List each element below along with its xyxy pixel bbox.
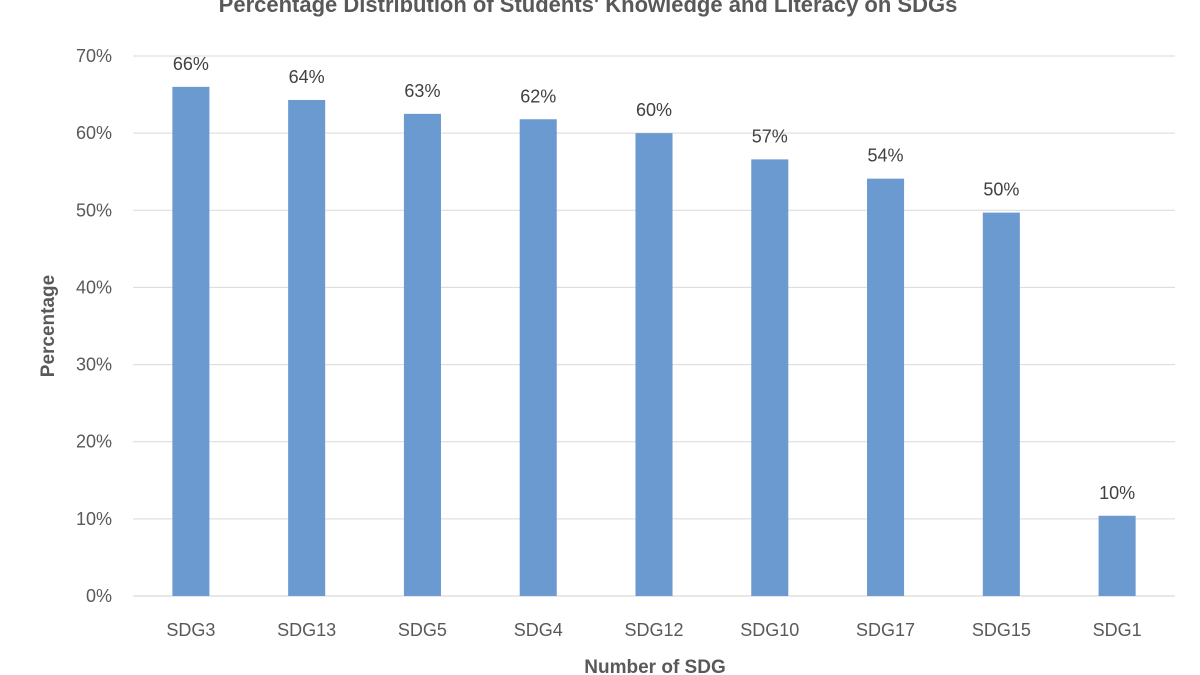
data-labels: 66% 64% 63% 62% 60% 57% 54% 50% 10%: [173, 54, 1135, 503]
y-tick-label: 0%: [86, 586, 112, 606]
data-label: 54%: [868, 146, 904, 166]
data-label: 60%: [636, 100, 672, 120]
bar-sdg5: [403, 113, 441, 596]
bars: [172, 86, 1136, 596]
x-tick-label: SDG13: [277, 620, 336, 640]
data-label: 50%: [983, 180, 1019, 200]
bar-sdg3: [172, 86, 210, 596]
x-axis-ticks: SDG3 SDG13 SDG5 SDG4 SDG12 SDG10 SDG17 SDG15 SDG…: [166, 620, 1141, 640]
bar-sdg17: [867, 178, 905, 596]
chart-title: Percentage Distribution of Students' Kno…: [219, 0, 958, 17]
x-tick-label: SDG12: [624, 620, 683, 640]
data-label: 64%: [289, 67, 325, 87]
x-tick-label: SDG10: [740, 620, 799, 640]
bar-sdg4: [519, 119, 557, 596]
y-tick-label: 20%: [76, 432, 112, 452]
bar-sdg12: [635, 133, 673, 596]
y-tick-label: 60%: [76, 123, 112, 143]
data-label: 57%: [752, 126, 788, 146]
x-tick-label: SDG1: [1093, 620, 1142, 640]
x-tick-label: SDG15: [972, 620, 1031, 640]
x-tick-label: SDG3: [166, 620, 215, 640]
y-tick-label: 30%: [76, 355, 112, 375]
x-tick-label: SDG17: [856, 620, 915, 640]
y-tick-label: 40%: [76, 277, 112, 297]
y-tick-label: 50%: [76, 200, 112, 220]
y-axis-ticks: 0% 10% 20% 30% 40% 50% 60% 70%: [76, 46, 112, 606]
data-label: 63%: [404, 81, 440, 101]
x-tick-label: SDG5: [398, 620, 447, 640]
y-tick-label: 70%: [76, 46, 112, 66]
bar-sdg10: [751, 159, 789, 596]
x-tick-label: SDG4: [514, 620, 563, 640]
data-label: 62%: [520, 86, 556, 106]
y-tick-label: 10%: [76, 509, 112, 529]
x-axis-title: Number of SDG: [584, 657, 725, 675]
data-label: 10%: [1099, 483, 1135, 503]
bar-sdg13: [288, 99, 326, 596]
y-axis-title: Percentage: [38, 275, 59, 377]
bar-sdg15: [982, 212, 1020, 596]
data-label: 66%: [173, 54, 209, 74]
bar-sdg1: [1098, 515, 1136, 596]
